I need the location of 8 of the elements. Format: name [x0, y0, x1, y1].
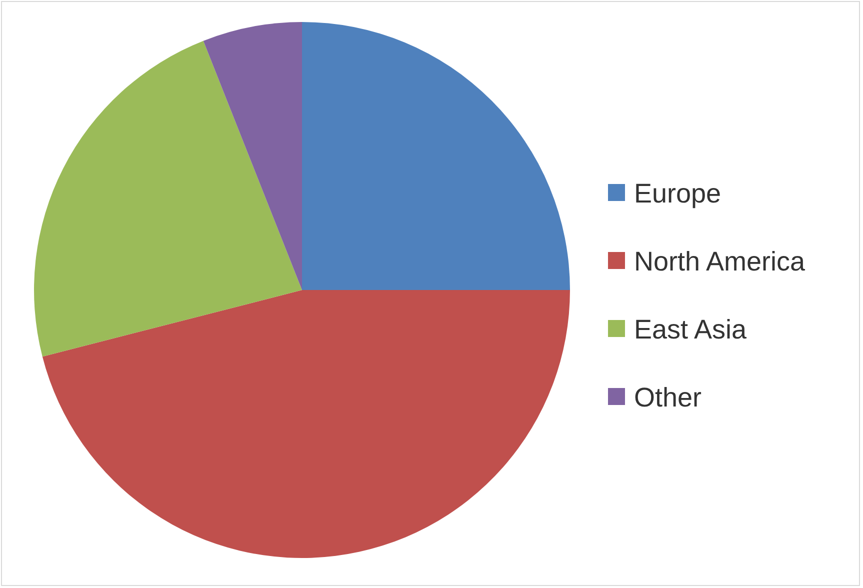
legend-label: Europe [634, 178, 722, 208]
pie-slice [203, 22, 302, 290]
pie-slice [302, 22, 570, 290]
legend-label: Other [634, 382, 702, 412]
pie-slice [42, 290, 570, 558]
pie-slice [34, 40, 302, 357]
legend-label: North America [634, 246, 806, 276]
legend-label: East Asia [634, 314, 748, 344]
